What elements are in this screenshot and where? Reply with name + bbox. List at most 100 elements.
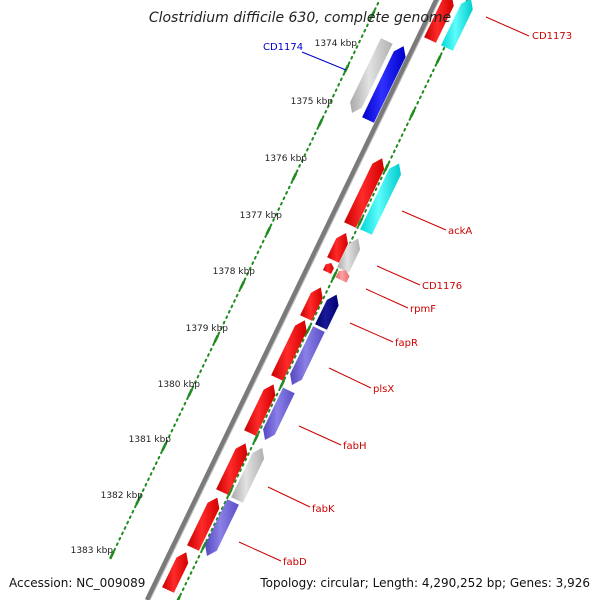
inner-track-minor-tick — [243, 277, 247, 282]
inner-track-minor-tick — [274, 212, 278, 217]
outer-track-minor-tick — [405, 122, 409, 127]
topology-text: Topology: circular; Length: 4,290,252 bp… — [260, 576, 590, 590]
outer-track-minor-tick — [299, 344, 302, 348]
gene-fabd-slate — [205, 499, 239, 556]
outer-track-minor-tick — [322, 295, 326, 300]
inner-track-minor-tick — [186, 396, 189, 401]
inner-track-minor-tick — [324, 109, 328, 114]
gene-label-plsx: plsX — [373, 384, 394, 395]
leader-fapr — [349, 322, 394, 343]
outer-track-major-tick — [253, 433, 259, 443]
inner-track-major-tick — [291, 172, 298, 181]
inner-track-minor-tick — [123, 526, 127, 530]
inner-track-minor-tick — [339, 77, 343, 82]
gene-cd1174-blue — [362, 46, 406, 123]
leader-fabd — [238, 541, 282, 562]
outer-track-minor-tick — [265, 414, 268, 419]
outer-track-minor-tick — [273, 398, 276, 402]
inner-track-major-tick — [187, 388, 193, 398]
genome-backbone — [144, 0, 439, 600]
outer-track-minor-tick — [312, 317, 315, 321]
inner-track-minor-tick — [261, 239, 265, 244]
outer-track-major-tick — [279, 379, 285, 388]
outer-track-minor-tick — [231, 484, 235, 489]
kbp-label-1378: 1378 kbp — [213, 267, 256, 277]
inner-track-minor-tick — [334, 88, 338, 92]
inner-track-minor-tick — [347, 61, 351, 65]
outer-track-minor-tick — [413, 106, 417, 110]
outer-track-minor-tick — [408, 117, 412, 121]
inner-track-minor-tick — [204, 358, 208, 363]
inner-track-minor-tick — [165, 439, 169, 444]
inner-track-minor-tick — [199, 369, 202, 374]
gene-cd1173-cyan — [441, 0, 473, 51]
outer-track-major-tick — [176, 595, 181, 600]
outer-track-minor-tick — [356, 225, 360, 229]
inner-track-minor-tick — [272, 218, 275, 222]
kbp-label-1379: 1379 kbp — [186, 324, 229, 334]
inner-track-minor-tick — [222, 320, 226, 325]
inner-track-minor-tick — [300, 158, 304, 163]
gene-label-cd1176: CD1176 — [422, 281, 462, 292]
outer-track-minor-tick — [366, 203, 370, 208]
gene-bottom-red — [162, 552, 189, 593]
gene-fabk-gray — [231, 447, 265, 503]
inner-track-minor-tick — [358, 39, 361, 44]
gene-label-fabk: fabK — [312, 504, 335, 515]
outer-track-minor-tick — [244, 457, 248, 462]
gene-label-fabh: fabH — [343, 441, 367, 452]
gene-plsx-slate — [290, 326, 325, 385]
gene-label-cd1174: CD1174 — [263, 42, 303, 53]
inner-track-minor-tick — [157, 455, 161, 460]
inner-track-minor-tick — [248, 266, 252, 271]
outer-track-minor-tick — [335, 268, 339, 273]
outer-track-minor-tick — [189, 571, 193, 575]
inner-track-minor-tick — [128, 515, 132, 519]
inner-track-minor-tick — [180, 407, 184, 411]
outer-track-minor-tick — [291, 360, 295, 364]
gene-label-fapr: fapR — [395, 338, 418, 349]
outer-track-minor-tick — [236, 473, 240, 478]
outer-track-minor-tick — [442, 46, 446, 51]
outer-track-minor-tick — [361, 214, 365, 219]
outer-track-minor-tick — [351, 236, 354, 240]
gene-cd1176-red — [327, 233, 348, 263]
outer-track-minor-tick — [431, 68, 435, 73]
outer-track-minor-tick — [200, 549, 203, 554]
outer-track-minor-tick — [390, 154, 394, 159]
inner-track-minor-tick — [360, 34, 364, 38]
kbp-label-1377: 1377 kbp — [240, 211, 283, 221]
outer-track-minor-tick — [293, 354, 297, 359]
leader-fabh — [298, 425, 342, 446]
gene-acka-cyan — [360, 163, 401, 235]
inner-track-minor-tick — [368, 18, 372, 22]
outer-track-minor-tick — [286, 371, 289, 375]
inner-tick-track — [109, 0, 381, 560]
inner-track-minor-tick — [220, 326, 223, 330]
outer-track-minor-tick — [278, 387, 282, 392]
outer-track-major-tick — [409, 109, 416, 118]
inner-track-minor-tick — [227, 309, 231, 314]
leader-cd1174 — [301, 51, 347, 71]
inner-track-minor-tick — [342, 72, 346, 76]
outer-track-minor-tick — [327, 284, 331, 289]
inner-track-minor-tick — [269, 223, 273, 228]
outer-track-minor-tick — [259, 425, 263, 429]
outer-track-major-tick — [383, 163, 390, 172]
outer-track-minor-tick — [192, 565, 196, 570]
inner-track-minor-tick — [170, 428, 174, 433]
outer-track-minor-tick — [184, 581, 188, 586]
outer-tick-track — [176, 0, 469, 600]
outer-track-minor-tick — [252, 441, 255, 446]
inner-track-minor-tick — [321, 115, 325, 120]
inner-track-minor-tick — [149, 472, 153, 476]
inner-track-minor-tick — [311, 137, 315, 141]
inner-track-minor-tick — [167, 434, 171, 438]
outer-track-minor-tick — [325, 290, 328, 294]
kbp-label-1374: 1374 kbp — [315, 39, 358, 49]
outer-track-minor-tick — [317, 306, 321, 310]
outer-track-minor-tick — [249, 446, 253, 451]
kbp-label-1382: 1382 kbp — [101, 491, 144, 501]
outer-track-minor-tick — [215, 517, 219, 521]
